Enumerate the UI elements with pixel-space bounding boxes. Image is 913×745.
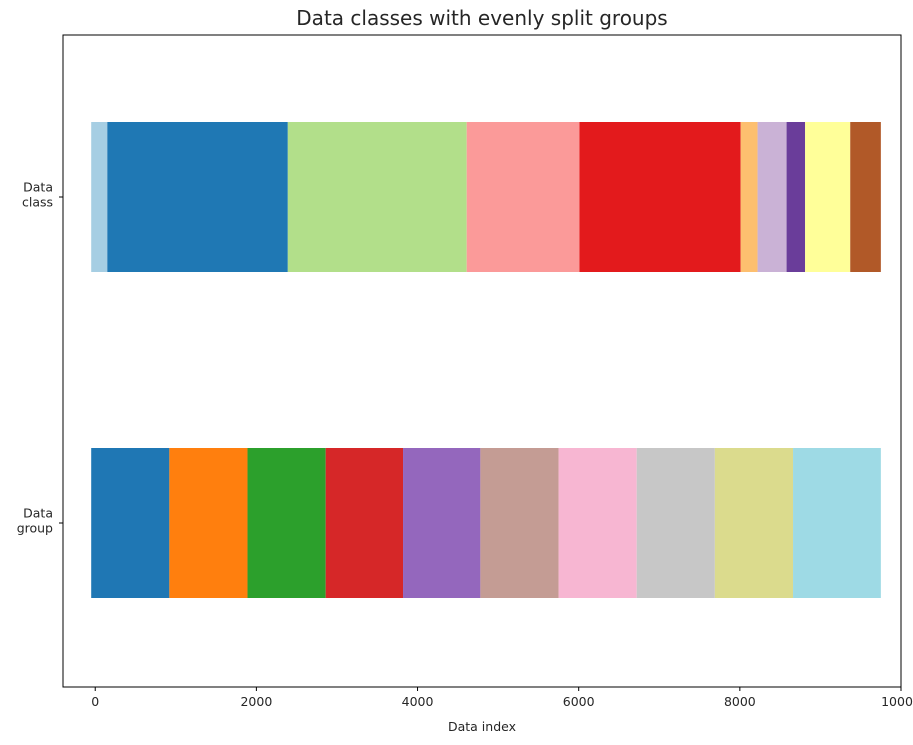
x-axis-label: Data index [448, 719, 516, 734]
bar-segment [579, 122, 741, 272]
bar-segment [740, 122, 758, 272]
bar-segment [91, 122, 108, 272]
bar-segment [91, 448, 170, 598]
bar-segment [636, 448, 715, 598]
y-tick-label: Data [23, 180, 53, 195]
bar-segment [558, 448, 637, 598]
bar-segment [287, 122, 467, 272]
bars-layer [91, 122, 881, 598]
bar-segment [169, 448, 248, 598]
bar-segment [325, 448, 404, 598]
x-tick-label: 2000 [240, 694, 272, 709]
x-tick-label: 0 [91, 694, 99, 709]
bar-segment [480, 448, 559, 598]
bar-segment [793, 448, 881, 598]
x-tick-label: 6000 [563, 694, 595, 709]
bar-segment [466, 122, 580, 272]
plot-frame [62, 34, 902, 688]
y-tick-label: group [17, 521, 53, 536]
bar-segment [850, 122, 881, 272]
bar-segment [786, 122, 806, 272]
y-tick-label: class [22, 195, 53, 210]
bar-segment [247, 448, 326, 598]
chart-title: Data classes with evenly split groups [296, 6, 667, 30]
bar-row-0 [91, 122, 881, 272]
bar-segment [403, 448, 481, 598]
x-tick-label: 8000 [724, 694, 756, 709]
bar-segment [714, 448, 794, 598]
x-tick-label: 4000 [402, 694, 434, 709]
x-axis: 0 2000 4000 6000 8000 10000 [91, 687, 913, 709]
x-tick-label: 10000 [881, 694, 913, 709]
bar-row-1 [91, 448, 881, 598]
bar-segment [805, 122, 851, 272]
bar-segment [107, 122, 288, 272]
bar-segment [757, 122, 787, 272]
y-tick-label: Data [23, 506, 53, 521]
